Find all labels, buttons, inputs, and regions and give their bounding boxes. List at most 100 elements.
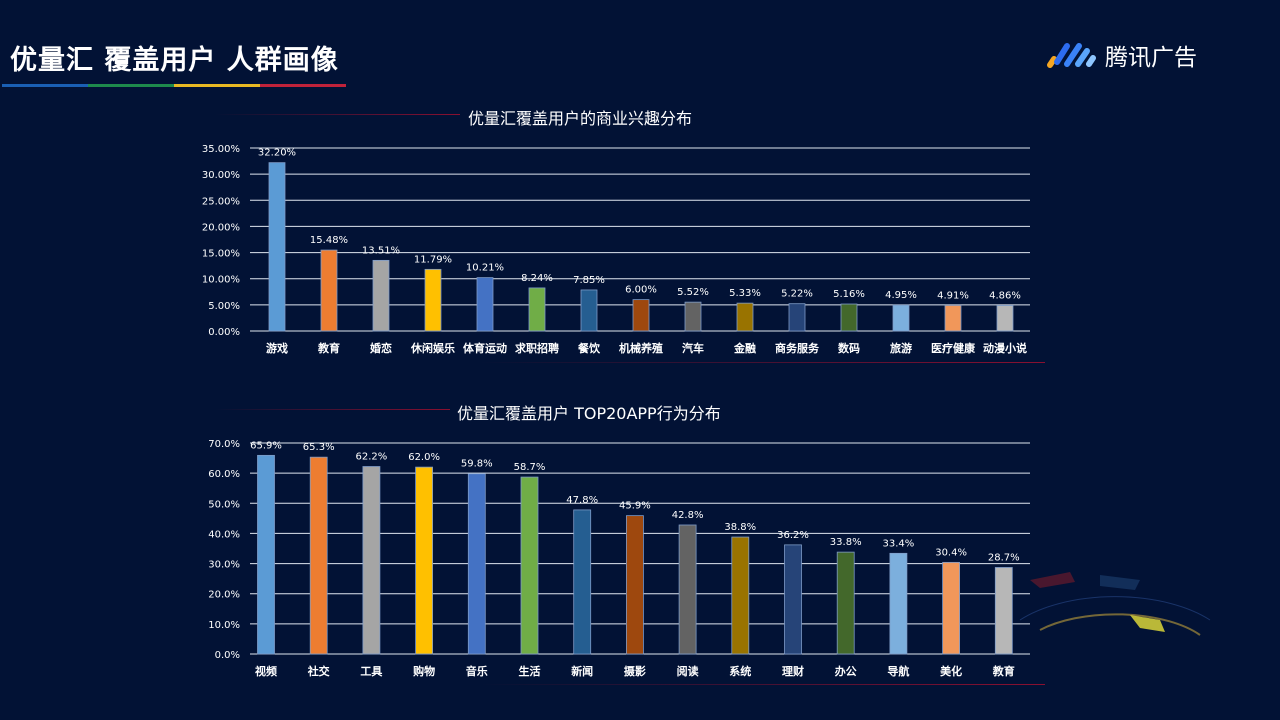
chart2-bar: [889, 552, 908, 655]
chart2-bar: [257, 454, 275, 655]
chart2-data-label: 65.9%: [250, 440, 282, 451]
chart2-data-label: 62.0%: [408, 452, 440, 463]
chart1-bar: [320, 249, 338, 332]
chart1-bar: [892, 304, 910, 332]
logo-text: 腾讯广告: [1105, 45, 1197, 71]
chart1-bar: [684, 301, 702, 332]
chart1-data-label: 13.51%: [362, 245, 400, 256]
underline-yellow: [174, 84, 260, 87]
chart1-data-label: 5.16%: [833, 289, 865, 300]
chart2-category-label: 新闻: [571, 664, 593, 678]
chart1-data-label: 4.86%: [989, 291, 1021, 302]
chart1-data-label: 11.79%: [414, 254, 452, 265]
chart1-data-label: 7.85%: [573, 275, 605, 286]
chart1-bar: [736, 302, 754, 332]
chart2-bar: [309, 456, 328, 655]
chart1-y-tick: 5.00%: [208, 301, 240, 312]
chart2-y-tick: 30.0%: [208, 560, 240, 571]
chart2-y-tick: 10.0%: [208, 620, 240, 631]
tech-circle-decoration: [1019, 572, 1211, 636]
chart2-category-label: 理财: [782, 664, 804, 678]
chart1-data-label: 6.00%: [625, 285, 657, 296]
chart1-data-label: 8.24%: [521, 273, 553, 284]
chart2-y-tick: 20.0%: [208, 590, 240, 601]
underline-red: [260, 84, 346, 87]
chart2-data-label: 30.4%: [935, 547, 967, 558]
chart1-data-label: 4.91%: [937, 290, 969, 301]
chart1-bar: [788, 303, 806, 332]
chart1-data-label: 32.20%: [258, 148, 296, 159]
chart2-data-label: 42.8%: [672, 510, 704, 521]
chart1-y-tick: 20.00%: [202, 222, 240, 233]
chart1-category-label: 餐饮: [577, 341, 601, 355]
chart1-data-label: 15.48%: [310, 235, 348, 246]
chart1-category-label: 旅游: [890, 341, 912, 355]
chart2-category-label: 社交: [307, 664, 330, 678]
chart2-bar: [994, 567, 1013, 655]
chart1-bottom-line: [480, 362, 1045, 363]
underline-blue: [2, 84, 88, 87]
chart2-category-label: 教育: [992, 664, 1015, 678]
chart1-bar: [580, 289, 598, 332]
chart1-category-label: 求职招聘: [515, 341, 559, 355]
chart1-title: 优量汇覆盖用户的商业兴趣分布: [468, 109, 693, 128]
chart1-title-line: [215, 114, 460, 115]
chart1-category-label: 休闲娱乐: [410, 341, 455, 355]
chart1-category-label: 教育: [317, 341, 340, 355]
chart2-bar: [626, 515, 644, 655]
chart1-category-label: 动漫小说: [983, 341, 1027, 355]
chart2-bar: [942, 561, 960, 655]
chart2-data-label: 33.4%: [883, 538, 915, 549]
chart2-data-label: 59.8%: [461, 459, 493, 470]
chart1-y-tick: 30.00%: [202, 170, 240, 181]
chart1-bar: [268, 162, 286, 332]
chart2-bar: [836, 551, 855, 655]
chart2-y-tick: 70.0%: [208, 439, 240, 450]
chart1-data-label: 5.22%: [781, 289, 813, 300]
chart2-category-label: 购物: [413, 664, 435, 678]
chart2-bar: [467, 473, 486, 655]
chart2-bottom-line: [480, 684, 1045, 685]
chart2-y-tick: 60.0%: [208, 469, 240, 480]
chart1-bar: [996, 305, 1014, 332]
tencent-ads-logo: 腾讯广告: [1045, 38, 1197, 72]
chart2-title-line: [215, 409, 450, 410]
chart2-data-label: 36.2%: [777, 530, 809, 541]
chart2-data-label: 28.7%: [988, 552, 1020, 563]
chart2-data-label: 33.8%: [830, 537, 862, 548]
chart2-category-label: 生活: [519, 664, 541, 678]
chart2-category-label: 办公: [835, 664, 857, 678]
chart1-y-tick: 35.00%: [202, 144, 240, 155]
chart2-bar: [362, 466, 381, 655]
chart2-data-label: 65.3%: [303, 442, 335, 453]
chart2-data-label: 45.9%: [619, 501, 651, 512]
chart2-bar: [573, 509, 592, 655]
chart1-data-label: 10.21%: [466, 263, 504, 274]
chart2-category-label: 导航: [887, 664, 909, 678]
chart2-title: 优量汇覆盖用户 TOP20APP行为分布: [457, 404, 721, 423]
chart2-data-label: 38.8%: [724, 522, 756, 533]
chart2-data-label: 47.8%: [566, 495, 598, 506]
chart2-bar: [520, 476, 539, 655]
chart1-category-label: 金融: [733, 341, 756, 355]
chart1-y-tick: 10.00%: [202, 275, 240, 286]
chart1-bar: [476, 277, 494, 332]
chart2-category-label: 系统: [729, 664, 751, 678]
chart2-y-tick: 0.0%: [215, 650, 240, 661]
chart2-y-tick: 50.0%: [208, 499, 240, 510]
title-underline: [2, 84, 346, 87]
chart1-bar: [632, 299, 650, 332]
chart1-y-tick: 15.00%: [202, 249, 240, 260]
chart1-y-tick: 25.00%: [202, 196, 240, 207]
chart1-category-label: 体育运动: [463, 341, 507, 355]
chart1-category-label: 机械养殖: [619, 341, 663, 355]
logo-mark-icon: [1047, 43, 1096, 68]
chart1-category-label: 汽车: [682, 341, 704, 355]
chart1-category-label: 商务服务: [775, 341, 820, 355]
chart1-category-label: 婚恋: [370, 341, 392, 355]
chart1-bar: [944, 304, 962, 332]
chart2-category-label: 摄影: [624, 664, 646, 678]
chart1-bar: [372, 259, 390, 332]
chart2-bar: [784, 544, 802, 655]
